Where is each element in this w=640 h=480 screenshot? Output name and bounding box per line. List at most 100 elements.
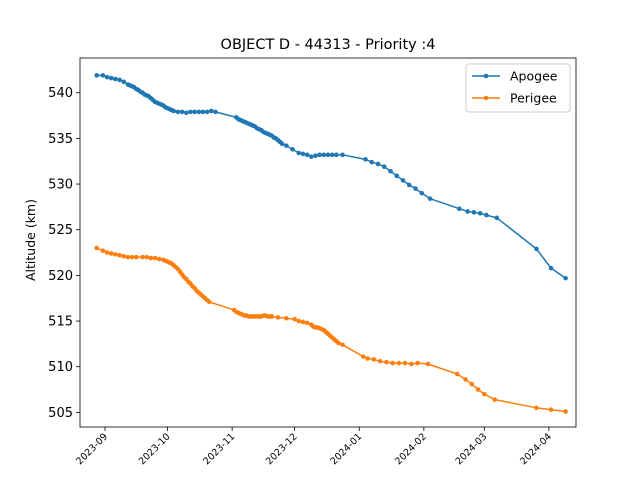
apogee-point bbox=[179, 109, 185, 115]
perigee-point bbox=[94, 245, 99, 251]
perigee-point bbox=[361, 354, 366, 359]
apogee-point bbox=[388, 168, 393, 174]
perigee-point bbox=[144, 254, 149, 260]
perigee-point bbox=[415, 360, 420, 366]
perigee-point bbox=[469, 381, 475, 387]
apogee-point bbox=[334, 152, 339, 158]
apogee-point bbox=[290, 147, 295, 152]
perigee-point bbox=[304, 320, 310, 326]
perigee-point bbox=[269, 314, 275, 319]
apogee-point bbox=[340, 152, 345, 158]
perigee-point bbox=[133, 254, 139, 260]
legend-perigee-marker bbox=[483, 95, 489, 101]
apogee-point bbox=[427, 196, 433, 201]
y-tick-label: 540 bbox=[48, 86, 73, 101]
apogee-point bbox=[477, 210, 483, 216]
apogee-point bbox=[304, 152, 310, 158]
apogee-point bbox=[381, 164, 387, 169]
apogee-point bbox=[313, 153, 318, 159]
apogee-point bbox=[548, 265, 554, 271]
apogee-point bbox=[196, 109, 202, 115]
y-axis-label: Altitude (km) bbox=[23, 199, 38, 281]
apogee-point bbox=[309, 154, 314, 159]
perigee-point bbox=[402, 360, 408, 366]
perigee-point bbox=[284, 316, 289, 321]
apogee-point bbox=[200, 109, 206, 115]
apogee-point bbox=[94, 73, 99, 78]
legend-perigee-label: Perigee bbox=[510, 91, 557, 106]
apogee-point bbox=[204, 109, 210, 115]
apogee-point bbox=[208, 108, 214, 114]
apogee-point bbox=[534, 246, 539, 252]
perigee-point bbox=[100, 248, 106, 254]
perigee-point bbox=[463, 377, 468, 382]
apogee-point bbox=[484, 212, 489, 218]
apogee-point bbox=[406, 182, 412, 188]
plot-frame bbox=[79, 57, 577, 428]
perigee-point bbox=[377, 358, 383, 364]
legend: Apogee Perigee bbox=[465, 63, 571, 113]
perigee-point bbox=[492, 397, 498, 402]
apogee-point bbox=[325, 152, 331, 158]
apogee-point bbox=[419, 190, 425, 196]
perigee-point bbox=[371, 357, 377, 362]
apogee-point bbox=[321, 152, 327, 158]
apogee-point bbox=[175, 109, 181, 115]
perigee-point bbox=[156, 256, 162, 262]
perigee-point bbox=[396, 360, 402, 366]
y-tick-label: 530 bbox=[48, 178, 73, 193]
apogee-point bbox=[121, 79, 127, 85]
perigee-point bbox=[292, 316, 297, 322]
apogee-point bbox=[192, 109, 197, 115]
perigee-point bbox=[425, 361, 431, 367]
apogee-point bbox=[329, 152, 335, 158]
apogee-point bbox=[394, 173, 400, 179]
chart-title: OBJECT D - 44313 - Priority :4 bbox=[221, 37, 436, 53]
perigee-point bbox=[117, 252, 122, 258]
perigee-point bbox=[129, 254, 135, 260]
apogee-point bbox=[117, 77, 122, 83]
y-tick-label: 510 bbox=[48, 360, 73, 375]
perigee-point bbox=[121, 253, 127, 259]
apogee-point bbox=[494, 215, 500, 221]
perigee-point bbox=[148, 255, 154, 261]
apogee-point bbox=[465, 209, 470, 214]
perigee-point bbox=[152, 255, 158, 261]
perigee-point bbox=[475, 387, 481, 392]
perigee-point bbox=[390, 360, 395, 366]
apogee-point bbox=[300, 151, 306, 157]
apogee-point bbox=[188, 109, 193, 115]
apogee-point bbox=[108, 75, 114, 81]
apogee-point bbox=[369, 159, 375, 165]
perigee-point bbox=[365, 356, 370, 361]
perigee-point bbox=[296, 318, 302, 324]
apogee-point bbox=[563, 275, 568, 281]
legend-apogee-label: Apogee bbox=[510, 69, 558, 84]
perigee-point bbox=[534, 405, 539, 411]
perigee-point bbox=[113, 252, 118, 257]
apogee-point bbox=[471, 210, 477, 215]
plot-area bbox=[94, 73, 568, 414]
apogee-point bbox=[284, 143, 289, 148]
apogee-point bbox=[400, 178, 406, 183]
apogee-point bbox=[279, 141, 285, 147]
perigee-point bbox=[108, 251, 114, 256]
apogee-point bbox=[363, 157, 368, 162]
apogee-point bbox=[413, 186, 418, 191]
legend-apogee-marker bbox=[483, 73, 489, 79]
perigee-point bbox=[104, 250, 110, 255]
perigee-point bbox=[275, 315, 281, 320]
perigee-point bbox=[300, 319, 306, 325]
apogee-point bbox=[100, 73, 106, 78]
perigee-point bbox=[384, 359, 389, 365]
perigee-point bbox=[336, 340, 341, 346]
apogee-point bbox=[171, 108, 177, 114]
apogee-point bbox=[213, 109, 218, 115]
perigee-point bbox=[454, 371, 460, 377]
perigee-point bbox=[206, 299, 212, 305]
apogee-point bbox=[296, 150, 302, 156]
y-tick-label: 515 bbox=[48, 315, 73, 330]
perigee-point bbox=[140, 254, 145, 260]
apogee-point bbox=[456, 206, 462, 212]
